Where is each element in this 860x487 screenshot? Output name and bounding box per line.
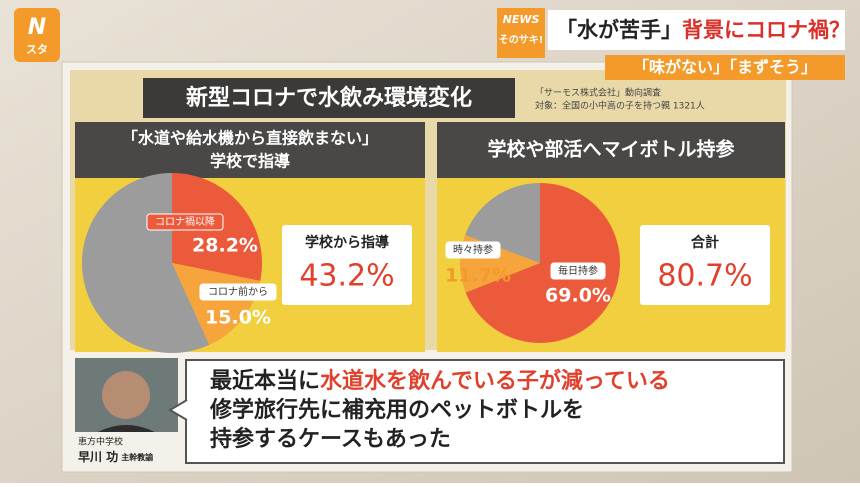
headline-part: 背景にコロナ禍？ — [682, 18, 850, 42]
logo-box — [14, 8, 60, 62]
name: 早川 功 — [78, 449, 118, 464]
quote-part: 最近本当に — [210, 368, 320, 394]
total-label: 合計 — [691, 234, 719, 251]
logo-mark: N — [28, 15, 46, 40]
pie-slice — [465, 183, 620, 344]
badge-bottom: そのサキ! — [499, 34, 544, 46]
category-label: コロナ禍以降 — [155, 215, 215, 228]
value-label: 28.2% — [192, 235, 258, 257]
quote-part: 水道水を飲んでいる子が減っている — [320, 368, 670, 394]
chart-title: 学校や部活へマイボトル持参 — [487, 138, 734, 161]
badge-box — [497, 8, 545, 58]
total-label: 学校から指導 — [305, 234, 389, 251]
pie-slice — [172, 263, 261, 345]
quote-line: 持参するケースもあった — [210, 426, 451, 452]
board-title-box — [143, 78, 515, 118]
headline-box — [548, 10, 845, 50]
category-label: 時々持参 — [453, 243, 493, 256]
speaker-name: 早川 功主幹教諭 — [78, 449, 154, 464]
subheadline: 「味がない」「まずそう」 — [633, 58, 817, 77]
headline: 「水が苦手」背景にコロナ禍？ — [556, 18, 850, 42]
value-label: 11.7% — [445, 265, 511, 287]
panel-header — [437, 122, 785, 178]
source: 「サーモス株式会社」動向調査 — [535, 87, 661, 99]
category-label: コロナ前から — [208, 285, 268, 298]
value-label: 15.0% — [205, 307, 271, 329]
headline-part: 「水が苦手」 — [556, 18, 682, 42]
value-label: 69.0% — [545, 285, 611, 307]
panel-header — [75, 122, 425, 178]
pie-slice — [82, 173, 210, 353]
quote-line: 最近本当に水道水を飲んでいる子が減っている — [210, 368, 670, 394]
logo-text: スタ — [26, 43, 48, 56]
target: 対象：全国の小中高の子を持つ親 1321人 — [535, 100, 705, 112]
total-value: 80.7% — [657, 259, 752, 294]
category-tag — [146, 213, 224, 231]
speaker-label-box — [75, 432, 178, 464]
category-tag — [445, 241, 501, 259]
board-title: 新型コロナで水飲み環境変化 — [186, 85, 472, 111]
pie-slice — [465, 183, 540, 263]
category-tag — [550, 262, 606, 280]
role: 主幹教諭 — [121, 452, 154, 462]
badge-top: NEWS — [503, 13, 540, 26]
category-tag — [199, 283, 277, 301]
total-box — [640, 225, 770, 305]
quote-box — [185, 359, 785, 464]
quote-pointer — [168, 399, 188, 421]
quote-line: 修学旅行先に補充用のペットボトルを — [209, 397, 584, 423]
speaker-body — [85, 425, 168, 440]
total-box — [282, 225, 412, 305]
speaker-school: 恵方中学校 — [78, 436, 123, 448]
chart-subtitle: 学校で指導 — [210, 152, 290, 171]
speaker-face — [102, 371, 150, 419]
chart-title: 「水道や給水機から直接飲まない」 — [122, 129, 378, 148]
total-value: 43.2% — [299, 259, 394, 294]
category-label: 毎日持参 — [558, 264, 598, 277]
subheadline-box — [605, 55, 845, 80]
